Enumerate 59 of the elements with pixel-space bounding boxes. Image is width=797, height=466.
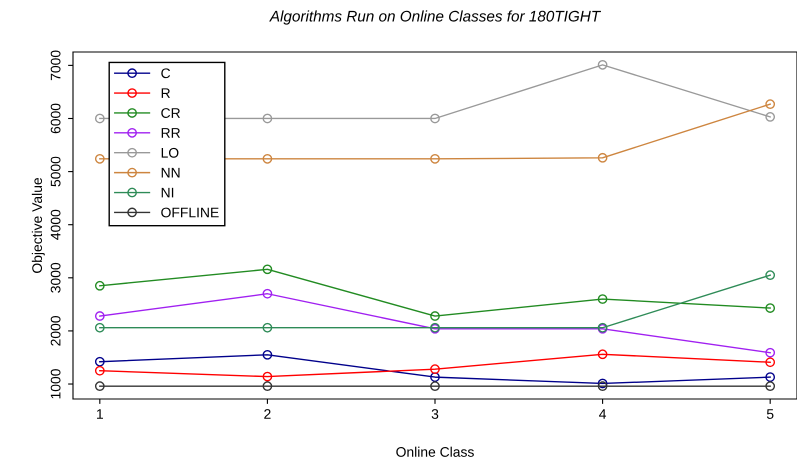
legend-label: CR xyxy=(161,108,180,118)
point xyxy=(765,270,776,280)
point xyxy=(94,381,105,392)
point xyxy=(765,303,776,313)
point xyxy=(94,356,105,367)
x-axis-title: Online Class xyxy=(396,446,474,457)
point xyxy=(598,378,608,388)
point xyxy=(430,114,440,124)
legend-label: OFFLINE xyxy=(161,208,219,218)
y-tick-label: 1000 xyxy=(50,369,61,398)
point xyxy=(598,294,608,304)
point xyxy=(765,357,776,368)
x-tick-label: 2 xyxy=(264,409,271,419)
point xyxy=(598,381,608,392)
point xyxy=(430,364,440,374)
y-tick-label: 6000 xyxy=(50,104,61,134)
legend-label: LO xyxy=(162,148,178,158)
point xyxy=(262,114,272,124)
y-tick-label: 2000 xyxy=(50,316,61,346)
y-axis-title: Objective Value xyxy=(32,178,45,273)
point xyxy=(94,311,105,321)
point xyxy=(430,372,440,382)
point xyxy=(430,381,440,392)
point xyxy=(94,114,105,124)
point xyxy=(765,99,776,110)
point xyxy=(94,154,105,164)
y-tick-label: 5000 xyxy=(50,156,61,186)
legend-label: C xyxy=(161,68,170,78)
legend-label: RR xyxy=(162,128,180,138)
point xyxy=(765,381,776,392)
point xyxy=(765,112,776,122)
point xyxy=(262,381,272,392)
point xyxy=(94,322,105,333)
x-tick-label: 3 xyxy=(432,409,438,419)
point xyxy=(262,372,272,382)
point xyxy=(430,311,440,321)
x-tick-label: 1 xyxy=(97,409,103,419)
point xyxy=(262,154,272,164)
point xyxy=(430,154,440,164)
legend-label: NI xyxy=(162,188,174,198)
point xyxy=(94,280,105,291)
y-tick-label: 7000 xyxy=(50,50,61,80)
point xyxy=(262,350,272,360)
legend-label: NN xyxy=(162,168,180,178)
point xyxy=(262,322,272,333)
legend-label: R xyxy=(162,88,170,98)
point xyxy=(94,366,105,376)
point xyxy=(598,349,608,360)
point xyxy=(765,372,776,382)
y-tick-label: 3000 xyxy=(50,262,61,293)
point xyxy=(262,264,272,274)
chart-title: Algorithms Run on Online Classes for 180TIGHT xyxy=(269,10,602,25)
x-tick-label: 4 xyxy=(599,409,606,419)
point xyxy=(765,348,776,358)
point xyxy=(262,288,272,299)
y-tick-label: 4000 xyxy=(50,210,61,240)
x-tick-label: 5 xyxy=(766,409,774,419)
point xyxy=(598,60,608,70)
point xyxy=(598,152,608,163)
